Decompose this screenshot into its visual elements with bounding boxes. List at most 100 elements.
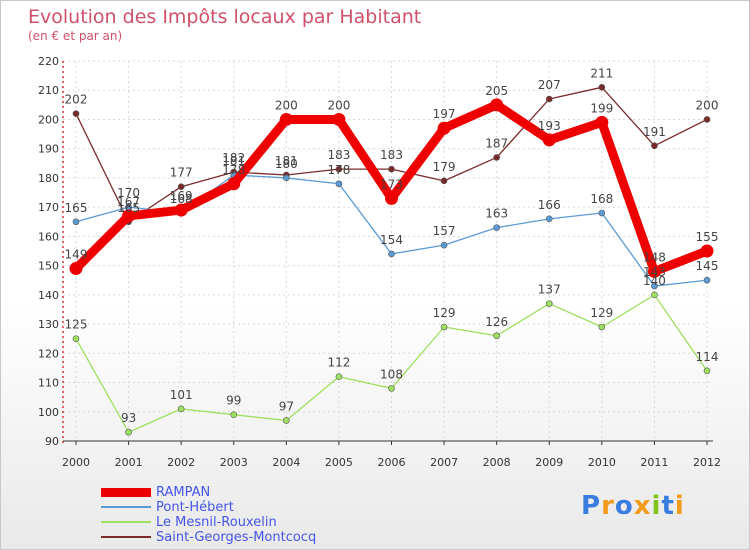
legend-swatch	[101, 521, 151, 523]
y-tick-label: 130	[38, 318, 59, 331]
series-rampan-data-label: 148	[643, 250, 666, 264]
y-tick-label: 170	[38, 201, 59, 214]
series-rampan-data-label: 149	[65, 248, 88, 262]
series-rampan-point	[227, 177, 241, 191]
series-le-mesnil-rouxelin-data-label: 99	[226, 394, 241, 408]
series-le-mesnil-rouxelin-data-label: 129	[433, 306, 456, 320]
x-tick-label: 2001	[115, 456, 143, 469]
series-le-mesnil-rouxelin-data-label: 137	[538, 283, 561, 297]
legend-label: Pont-Hébert	[156, 500, 234, 515]
series-saint-georges-montcocq-point	[335, 165, 343, 173]
y-tick-label: 180	[38, 172, 59, 185]
series-saint-georges-montcocq-point	[72, 110, 80, 117]
logo-letter: o	[614, 491, 634, 521]
y-tick-label: 190	[38, 143, 59, 156]
series-rampan-point	[332, 112, 346, 126]
x-tick-label: 2004	[272, 456, 300, 469]
chart-title: Evolution des Impôts locaux par Habitant	[28, 6, 422, 28]
series-le-mesnil-rouxelin-point	[493, 332, 500, 340]
series-le-mesnil-rouxelin-point	[335, 373, 343, 380]
x-tick-label: 2011	[640, 456, 668, 469]
chart-subtitle: (en € et par an)	[28, 29, 123, 43]
series-pont-hebert-data-label: 143	[643, 265, 666, 279]
series-rampan-point	[174, 203, 188, 217]
series-le-mesnil-rouxelin-data-label: 112	[327, 356, 350, 370]
series-le-mesnil-rouxelin-data-label: 114	[696, 350, 719, 364]
series-saint-georges-montcocq-data-label: 211	[590, 66, 613, 80]
proxiti-logo: Proxiti	[581, 491, 685, 521]
series-le-mesnil-rouxelin-data-label: 140	[643, 274, 666, 288]
series-pont-hebert-point	[72, 218, 80, 226]
x-tick-label: 2009	[535, 456, 563, 469]
series-saint-georges-montcocq-data-label: 187	[485, 136, 508, 150]
legend-swatch	[101, 536, 151, 538]
series-le-mesnil-rouxelin-point	[440, 323, 448, 331]
series-pont-hebert-data-label: 154	[380, 233, 403, 247]
series-le-mesnil-rouxelin-point	[651, 291, 658, 299]
series-rampan-point	[122, 209, 136, 223]
logo-letter: i	[651, 491, 662, 521]
series-pont-hebert-point	[651, 282, 658, 290]
x-tick-label: 2000	[62, 456, 90, 469]
series-pont-hebert-point	[545, 215, 553, 223]
series-le-mesnil-rouxelin-point	[230, 411, 238, 418]
series-pont-hebert-data-label: 180	[275, 157, 298, 171]
series-saint-georges-montcocq-data-label: 179	[433, 160, 456, 174]
series-pont-hebert-data-label: 168	[590, 192, 613, 206]
y-tick-label: 140	[38, 289, 59, 302]
legend-label: RAMPAN	[156, 485, 211, 500]
series-rampan-point	[279, 112, 293, 126]
series-le-mesnil-rouxelin-point	[72, 335, 80, 342]
x-tick-label: 2007	[430, 456, 458, 469]
series-rampan-point	[437, 121, 451, 135]
series-pont-hebert-data-label: 168	[170, 192, 193, 206]
series-saint-georges-montcocq-point	[493, 154, 500, 161]
series-rampan-point	[542, 133, 556, 147]
series-saint-georges-montcocq-point	[545, 95, 553, 103]
series-saint-georges-montcocq-data-label: 207	[538, 78, 561, 92]
series-rampan-point	[700, 244, 714, 258]
series-rampan-data-label: 200	[327, 98, 350, 112]
series-saint-georges-montcocq-data-label: 191	[643, 125, 666, 139]
series-pont-hebert-point	[335, 180, 343, 188]
series-rampan-data-label: 178	[222, 163, 245, 177]
legend-label: Saint-Georges-Montcocq	[156, 530, 317, 545]
x-tick-label: 2002	[167, 456, 195, 469]
series-saint-georges-montcocq-data-label: 181	[275, 154, 298, 168]
series-saint-georges-montcocq-data-label: 202	[65, 93, 88, 107]
y-tick-label: 110	[38, 377, 59, 390]
series-rampan-data-label: 200	[275, 98, 298, 112]
series-rampan-data-label: 167	[117, 195, 140, 209]
series-saint-georges-montcocq-point	[651, 142, 658, 150]
series-le-mesnil-rouxelin-data-label: 101	[170, 388, 193, 402]
series-pont-hebert-point	[703, 276, 711, 284]
series-le-mesnil-rouxelin-data-label: 125	[65, 318, 88, 332]
series-rampan-point	[490, 98, 504, 112]
series-le-mesnil-rouxelin-data-label: 108	[380, 367, 403, 381]
series-rampan-point	[595, 115, 609, 129]
legend-swatch	[101, 506, 151, 508]
y-tick-label: 210	[38, 84, 59, 97]
series-saint-georges-montcocq-data-label: 183	[327, 148, 350, 162]
y-tick-label: 150	[38, 260, 59, 273]
legend-swatch	[101, 487, 151, 497]
series-saint-georges-montcocq-data-label: 177	[170, 166, 193, 180]
series-saint-georges-montcocq-data-label: 183	[380, 148, 403, 162]
series-rampan-data-label: 205	[485, 84, 508, 98]
series-saint-georges-montcocq-point	[388, 165, 395, 173]
series-rampan-data-label: 169	[170, 189, 193, 203]
series-le-mesnil-rouxelin-point	[703, 367, 711, 375]
series-rampan-data-label: 197	[433, 107, 456, 121]
logo-letter: t	[661, 491, 675, 521]
series-pont-hebert-data-label: 163	[485, 207, 508, 221]
y-tick-label: 90	[45, 435, 59, 448]
series-rampan-point	[385, 191, 398, 205]
series-pont-hebert-point	[283, 174, 290, 182]
series-pont-hebert-data-label: 165	[65, 201, 88, 215]
series-pont-hebert-data-label: 170	[117, 186, 140, 200]
series-saint-georges-montcocq-data-label: 200	[696, 98, 719, 112]
series-pont-hebert-data-label: 145	[696, 259, 719, 273]
series-le-mesnil-rouxelin-point	[545, 300, 553, 307]
